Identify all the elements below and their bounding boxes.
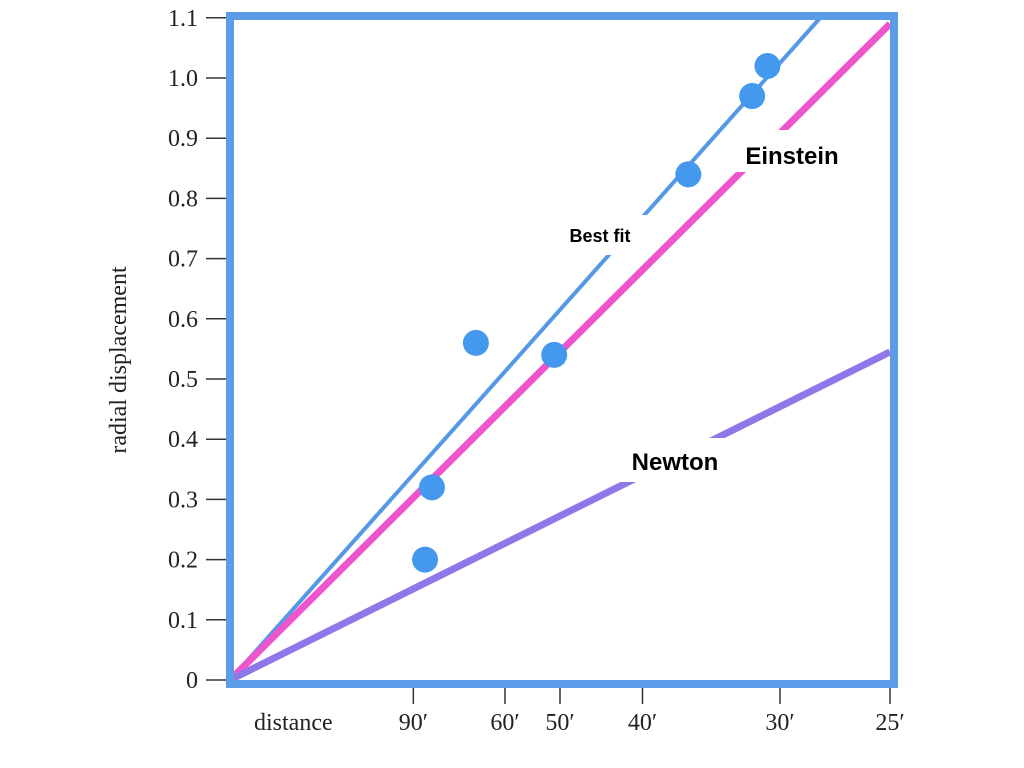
series-label: Best fit bbox=[569, 226, 630, 246]
x-tick-label: 90′ bbox=[399, 710, 428, 736]
data-point bbox=[675, 161, 702, 188]
series-label: Einstein bbox=[745, 143, 838, 170]
series-line-newton bbox=[228, 348, 892, 684]
plot-frame bbox=[226, 12, 898, 688]
series-line-best-fit bbox=[228, 16, 822, 682]
y-axis: 0 0.1 0.2 0.3 0.4 0.5 0.6 0.7 0.8 0.9 1.0 1.1 bbox=[168, 6, 230, 694]
x-axis-label: distance bbox=[254, 710, 333, 736]
data-point bbox=[541, 341, 568, 368]
y-tick-label: 1.1 bbox=[168, 6, 198, 32]
x-axis: 90′ 60′ 50′ 40′ 30′ 25′ bbox=[399, 688, 905, 736]
y-tick-label: 0.1 bbox=[168, 608, 198, 634]
x-tick-label: 40′ bbox=[628, 710, 657, 736]
y-tick-label: 0.7 bbox=[168, 247, 198, 273]
series-label-background bbox=[550, 215, 650, 255]
y-tick-label: 0.6 bbox=[168, 307, 198, 333]
y-tick-label: 0 bbox=[186, 668, 198, 694]
series-labels: Best fit Einstein Newton bbox=[550, 130, 850, 482]
x-tick-label: 25′ bbox=[875, 710, 904, 736]
data-point bbox=[412, 546, 439, 573]
data-point bbox=[739, 83, 766, 110]
data-points bbox=[412, 52, 781, 573]
series-label-background bbox=[600, 438, 740, 482]
y-tick-label: 0.8 bbox=[168, 186, 198, 212]
y-tick-label: 0.4 bbox=[168, 427, 198, 453]
x-tick-label: 50′ bbox=[545, 710, 574, 736]
series-label: Newton bbox=[632, 449, 719, 476]
data-point bbox=[418, 474, 445, 501]
y-axis-label: radial displacement bbox=[106, 266, 132, 454]
data-point bbox=[462, 329, 489, 356]
data-point bbox=[754, 52, 781, 79]
y-tick-label: 0.5 bbox=[168, 367, 198, 393]
y-tick-label: 0.3 bbox=[168, 487, 198, 513]
y-tick-label: 1.0 bbox=[168, 66, 198, 92]
series-label-background bbox=[730, 130, 850, 172]
x-tick-label: 30′ bbox=[765, 710, 794, 736]
y-tick-label: 0.9 bbox=[168, 126, 198, 152]
y-tick-label: 0.2 bbox=[168, 548, 198, 574]
x-tick-label: 60′ bbox=[490, 710, 519, 736]
